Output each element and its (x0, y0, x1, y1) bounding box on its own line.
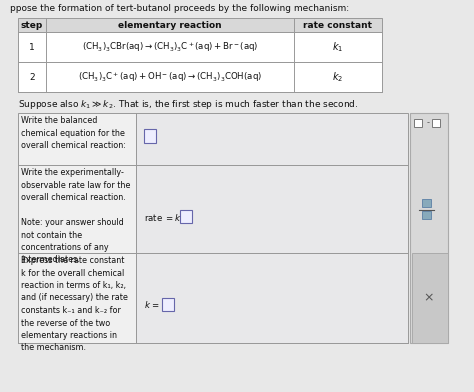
Bar (136, 253, 408, 343)
Text: Write the experimentally-
observable rate law for the
overall chemical reaction.: Write the experimentally- observable rat… (21, 168, 130, 265)
Text: rate $= k$: rate $= k$ (144, 212, 182, 223)
Bar (180, 210, 192, 223)
Text: $k$ =: $k$ = (144, 299, 160, 310)
Bar (136, 165, 408, 253)
Text: ×: × (424, 292, 434, 305)
Text: Write the balanced
chemical equation for the
overall chemical reaction:: Write the balanced chemical equation for… (21, 116, 126, 150)
Bar (18, 62, 382, 92)
Text: $k_1$: $k_1$ (332, 40, 344, 54)
Text: Express the rate constant
k for the overall chemical
reaction in terms of k₁, k₂: Express the rate constant k for the over… (21, 256, 128, 352)
Bar (422, 199, 431, 207)
Text: 1: 1 (29, 42, 35, 51)
Bar (412, 253, 448, 343)
Bar (144, 129, 156, 143)
Text: 2: 2 (29, 73, 35, 82)
Bar (18, 113, 136, 165)
Bar (162, 298, 174, 311)
Text: elementary reaction: elementary reaction (118, 20, 222, 29)
Text: step: step (21, 20, 43, 29)
Bar (136, 113, 408, 165)
Text: $k_2$: $k_2$ (332, 70, 344, 84)
Text: Suppose also $k_1 \gg k_2$. That is, the first step is much faster than the seco: Suppose also $k_1 \gg k_2$. That is, the… (18, 98, 358, 111)
Bar (414, 119, 422, 127)
Bar (18, 253, 136, 343)
Text: -: - (427, 118, 429, 127)
Bar (422, 211, 431, 219)
Text: ppose the formation of tert-butanol proceeds by the following mechanism:: ppose the formation of tert-butanol proc… (10, 4, 349, 13)
Bar (432, 119, 440, 127)
Text: $\mathrm{(CH_3)_3C^+(aq) + OH^-(aq) \rightarrow (CH_3)_3COH(aq)}$: $\mathrm{(CH_3)_3C^+(aq) + OH^-(aq) \rig… (78, 70, 262, 84)
Bar (18, 165, 136, 253)
Bar (18, 32, 382, 62)
Text: $\mathrm{(CH_3)_3CBr(aq) \rightarrow (CH_3)_3C^+(aq) + Br^-(aq)}$: $\mathrm{(CH_3)_3CBr(aq) \rightarrow (CH… (82, 40, 258, 54)
Bar (18, 18, 382, 32)
Bar (410, 113, 448, 343)
Text: rate constant: rate constant (303, 20, 373, 29)
